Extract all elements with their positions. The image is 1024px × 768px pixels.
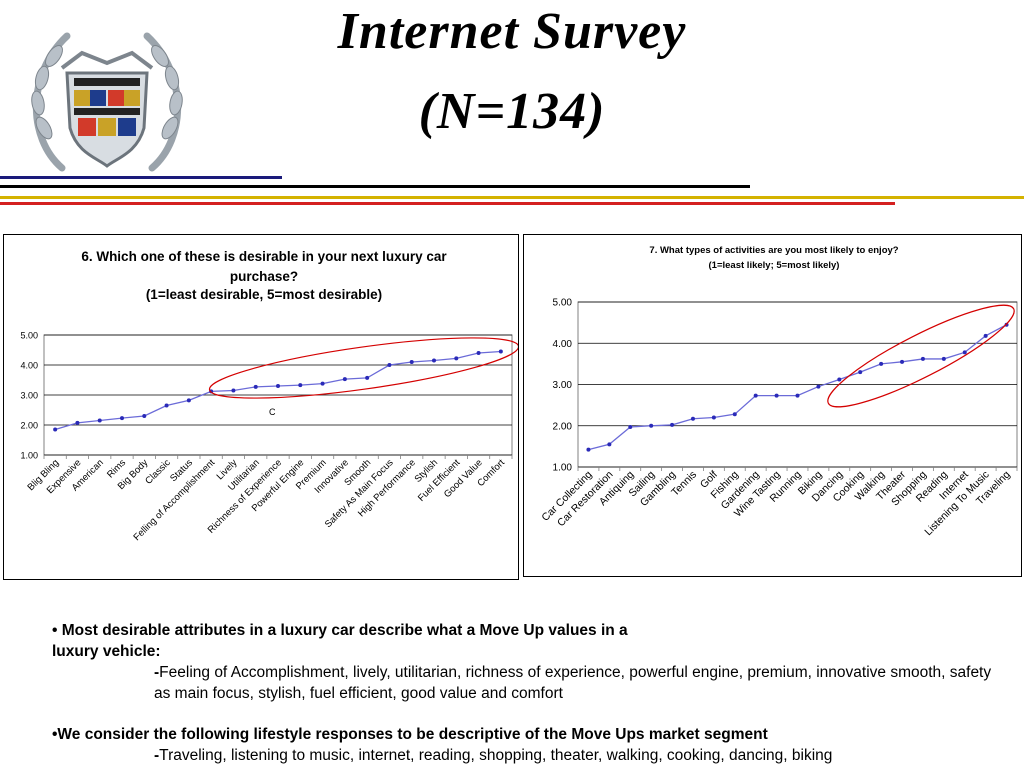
bullet1-detail-text: Feeling of Accomplishment, lively, utili…: [154, 664, 992, 702]
chart1-data-point: [498, 349, 503, 354]
chart1-data-point: [298, 383, 303, 388]
chart1-data-point: [75, 420, 80, 425]
rule-gold: [0, 196, 1024, 199]
chart2-data-point: [983, 333, 988, 338]
title-line-2: (N=134): [418, 83, 606, 140]
chart1-ytick-label: 2.00: [20, 421, 38, 431]
chart2-data-point: [920, 356, 925, 361]
chart2-data-point: [816, 384, 821, 389]
rule-black: [0, 185, 750, 188]
chart1-data-point: [164, 403, 169, 408]
chart2-data-point: [711, 415, 716, 420]
chart2-data-point: [858, 370, 863, 375]
chart2-data-point: [900, 359, 905, 364]
chart2-data-point: [774, 393, 779, 398]
chart1-data-point: [142, 414, 147, 418]
chart1-data-point: [276, 384, 280, 388]
chart2-ytick-label: 2.00: [553, 421, 573, 432]
chart1-ytick-label: 5.00: [20, 331, 38, 341]
bullet2-detail-text: Traveling, listening to music, internet,…: [159, 747, 833, 764]
chart2-data-point: [879, 361, 884, 366]
chart2-data-point: [670, 422, 675, 427]
chart1-subtitle: (1=least desirable, 5=most desirable): [145, 287, 383, 302]
chart1-data-point: [409, 360, 414, 364]
bullet1-dash: -: [154, 664, 160, 681]
bullet1-heading-line1: • Most desirable attributes in a luxury …: [52, 622, 628, 639]
chart1-ytick-label: 1.00: [20, 451, 38, 461]
chart2-title: 7. What types of activities are you most…: [649, 245, 899, 256]
chart1-data-point: [320, 381, 325, 386]
bullet1-detail: -Feeling of Accomplishment, lively, util…: [52, 662, 992, 704]
chart2-data-point: [837, 377, 842, 382]
chart2-data-point: [628, 424, 633, 429]
chart1-data-point: [186, 398, 191, 403]
chart2-ytick-label: 1.00: [553, 463, 573, 474]
chart1-data-point: [120, 416, 124, 421]
chart2-data-point: [649, 423, 654, 428]
chart-panel-activities: 7. What types of activities are you most…: [523, 234, 1022, 577]
chart1-title: 6. Which one of these is desirable in yo…: [81, 249, 447, 284]
bullet1-heading-line2: luxury vehicle:: [52, 643, 161, 660]
chart2-data-point: [795, 393, 800, 398]
chart1-data-point: [53, 427, 58, 432]
chart2-data-point: [732, 412, 737, 417]
chart1-data-point: [342, 377, 347, 382]
chart2-data-point: [586, 447, 591, 452]
bullet2-heading: •We consider the following lifestyle res…: [52, 726, 768, 743]
chart1-category-label: Classic: [143, 457, 173, 487]
chart1-data-point: [476, 351, 481, 355]
chart2-data-point: [690, 416, 695, 421]
chart-panel-desirability: 6. Which one of these is desirable in yo…: [3, 234, 519, 580]
chart2-subtitle: (1=least likely; 5=most likely): [708, 260, 840, 271]
chart1-data-point: [231, 388, 236, 393]
chart2-data-point: [607, 442, 612, 447]
bullet2-detail: -Traveling, listening to music, internet…: [52, 745, 992, 766]
chart1-annotation: C: [269, 407, 276, 417]
chart2-data-point: [753, 393, 758, 398]
chart1-ytick-label: 4.00: [20, 361, 38, 371]
summary-text: • Most desirable attributes in a luxury …: [52, 620, 992, 766]
crest-wreath-logo: [31, 32, 183, 172]
chart1-data-point: [97, 418, 102, 423]
chart2-ytick-label: 4.00: [553, 339, 573, 350]
chart2-highlight-oval: [827, 304, 1015, 408]
chart1-highlight-oval: [208, 337, 518, 399]
bullet2-dash: -: [154, 747, 160, 764]
title-line-1: Internet Survey: [337, 3, 687, 60]
chart1-data-point: [365, 375, 370, 380]
chart2-ytick-label: 3.00: [553, 380, 573, 391]
chart2-ytick-label: 5.00: [553, 298, 573, 309]
rule-navy: [0, 176, 282, 179]
chart2-data-point: [962, 350, 967, 355]
chart2-data-point: [941, 356, 946, 361]
chart1-data-point: [432, 358, 436, 363]
chart1-data-point: [387, 363, 392, 367]
rule-red: [0, 202, 895, 205]
chart1-data-point: [253, 384, 258, 389]
chart1-ytick-label: 3.00: [20, 391, 38, 401]
chart1-data-point: [454, 356, 459, 361]
